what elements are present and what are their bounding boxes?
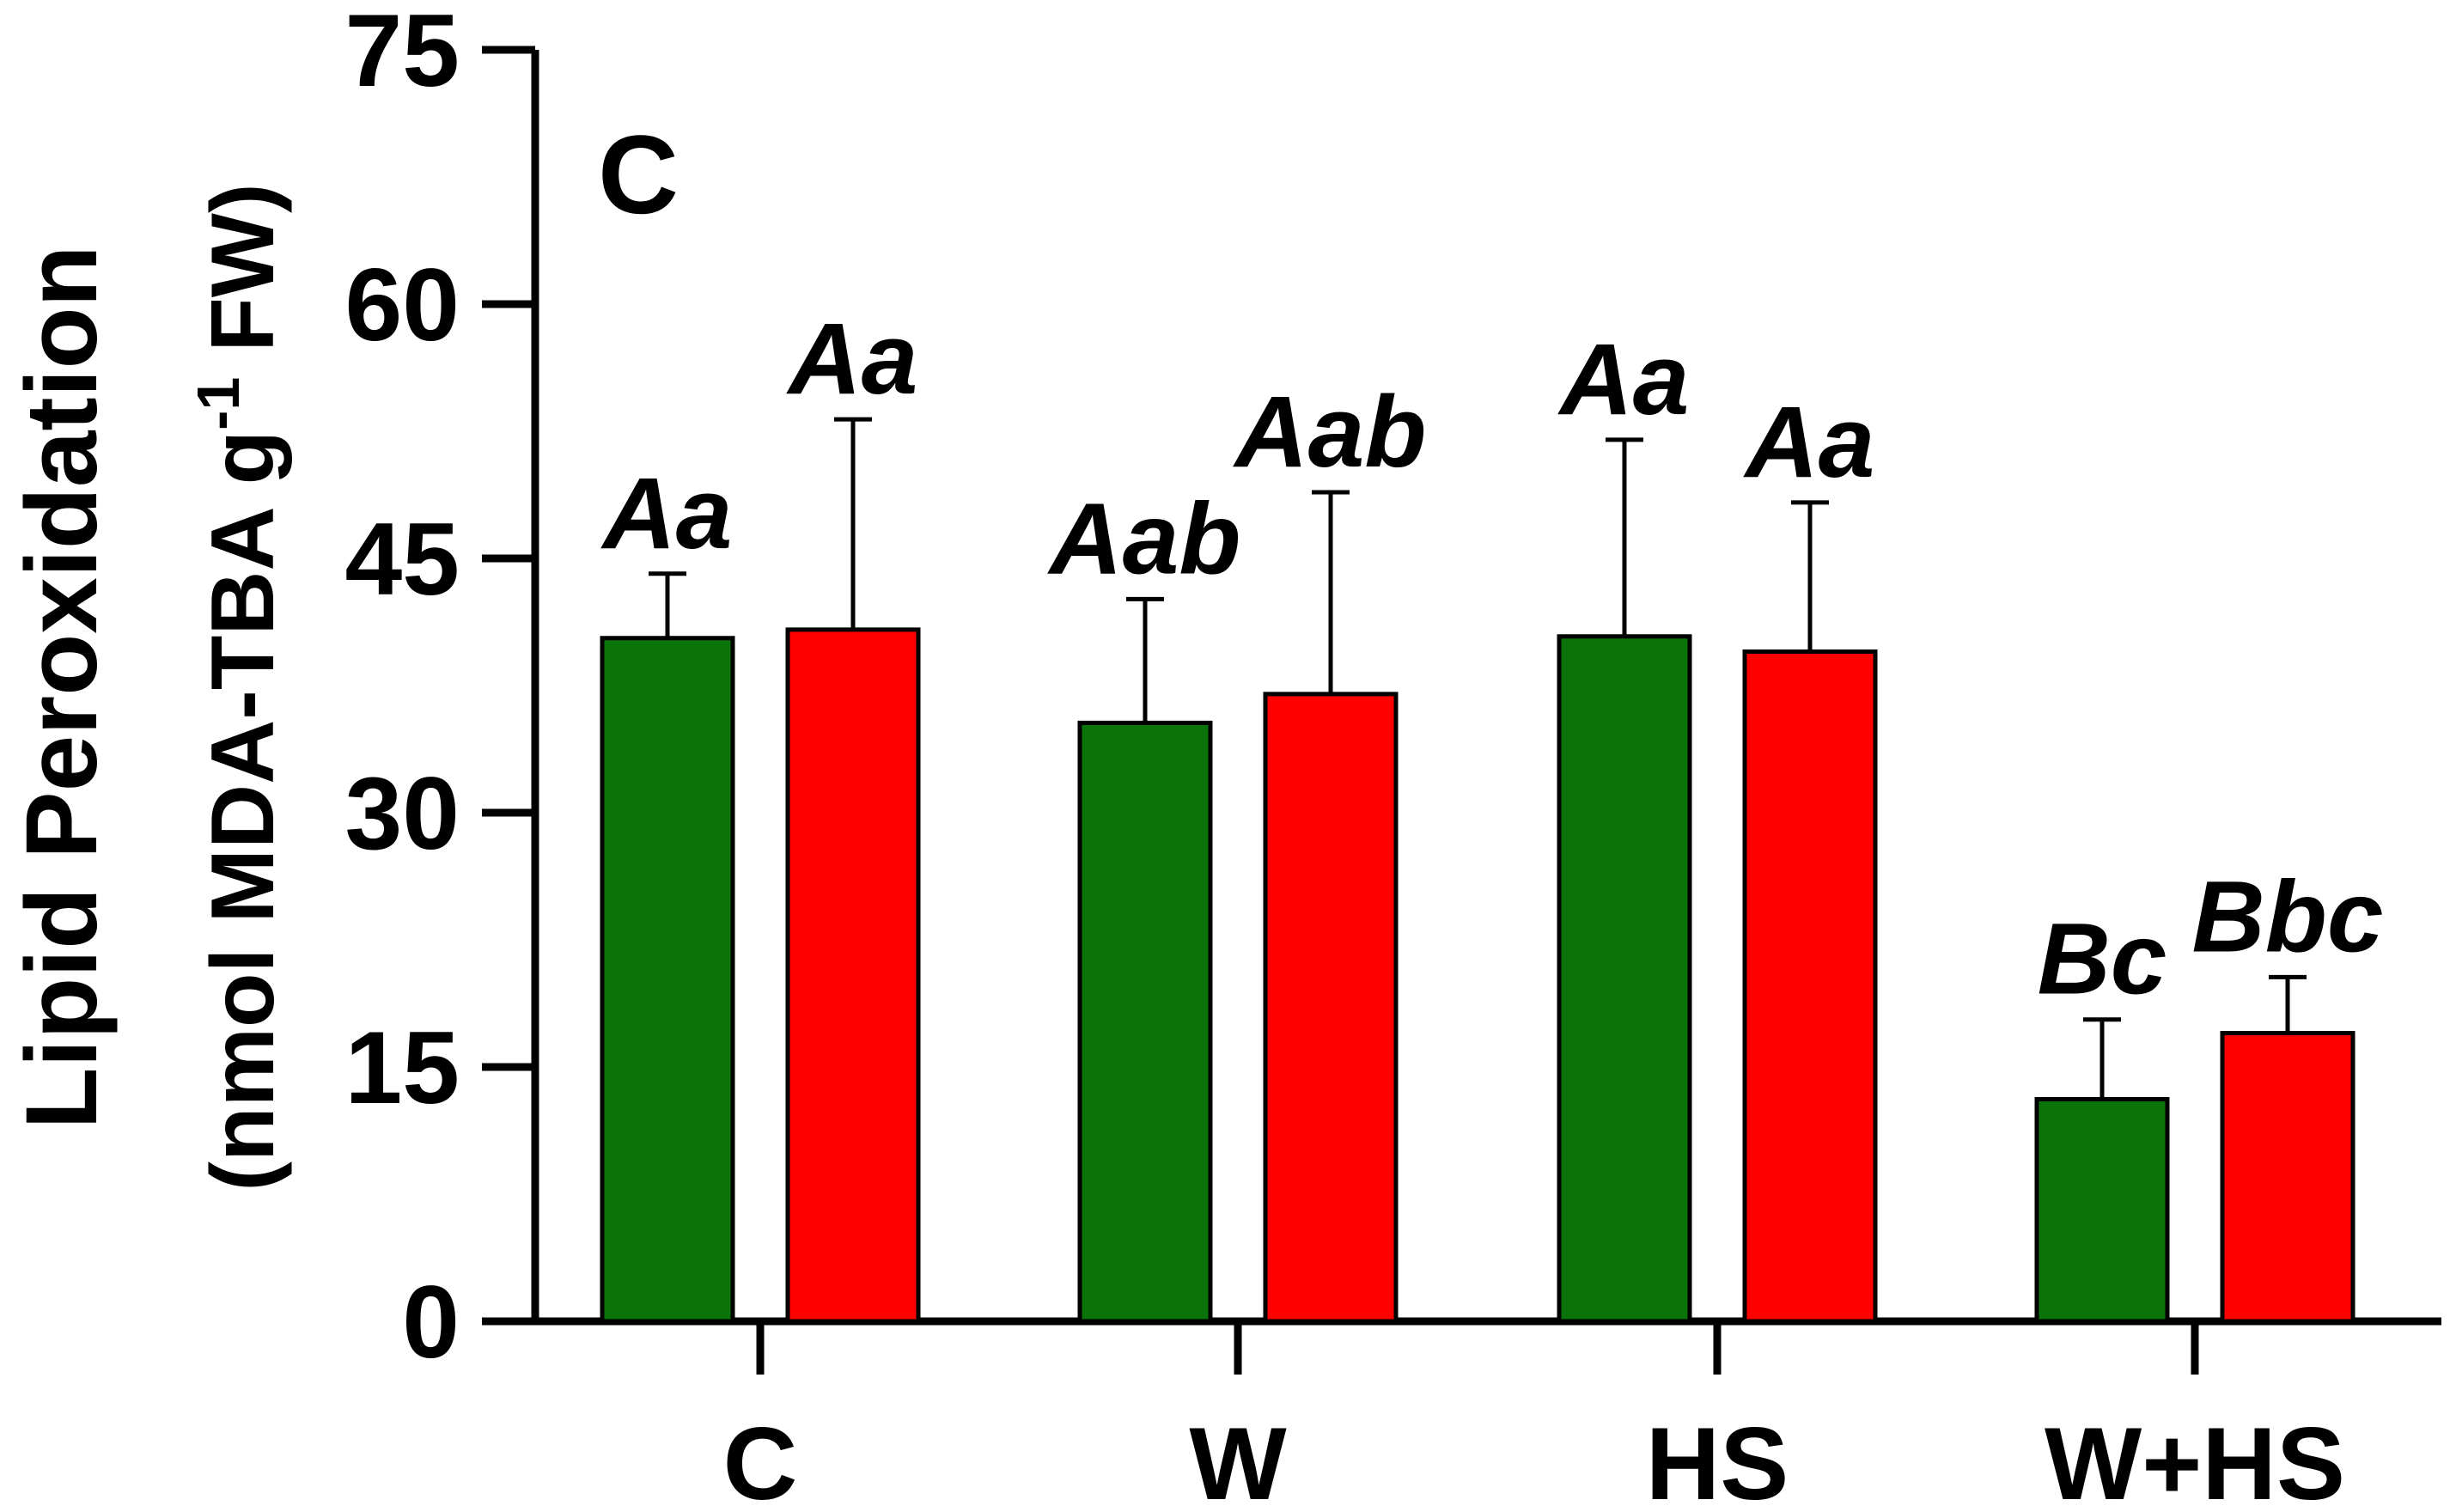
significance-label: Bc <box>2038 903 2167 1016</box>
significance-label: Aa <box>786 302 918 416</box>
x-tick-label: W+HS <box>2045 1406 2345 1512</box>
bar <box>2220 1031 2355 1324</box>
panel-label: C <box>598 112 679 237</box>
y-tick-label: 15 <box>345 1010 460 1125</box>
bar <box>1263 692 1399 1324</box>
y-axis-title: Lipid Peroxidation <box>5 245 119 1129</box>
significance-label: Aa <box>1557 323 1690 436</box>
y-tick-label: 60 <box>345 247 460 363</box>
significance-label: Aab <box>1233 375 1427 489</box>
bar <box>1557 634 1692 1324</box>
y-tick-label: 45 <box>345 502 460 617</box>
y-axis-label: Lipid Peroxidation (nmol MDA-TBA g-1 FW) <box>5 183 293 1191</box>
x-tick-label: W <box>1189 1406 1287 1512</box>
bar <box>2034 1096 2170 1324</box>
bar <box>1742 649 1878 1324</box>
y-tick-label: 75 <box>345 0 460 108</box>
x-tick-label: C <box>723 1406 798 1512</box>
y-axis-units-superscript: -1 <box>185 377 252 430</box>
bar <box>600 636 735 1324</box>
y-axis-units-main: (nmol MDA-TBA g <box>193 430 293 1192</box>
axes: 0 15 30 45 60 75 C W HS W+HS <box>345 0 2441 1512</box>
significance-label: Aa <box>600 457 733 570</box>
significance-label: Aa <box>1743 386 1875 499</box>
y-axis-units-end: FW) <box>193 183 293 376</box>
bar <box>1077 720 1213 1324</box>
y-axis-units: (nmol MDA-TBA g-1 FW) <box>185 183 293 1191</box>
y-tick-label: 0 <box>402 1265 460 1380</box>
bar <box>785 627 921 1324</box>
y-tick-label: 30 <box>345 756 460 871</box>
x-tick-label: HS <box>1646 1406 1789 1512</box>
significance-label: Aab <box>1047 482 1241 595</box>
significance-label: Bbc <box>2192 860 2384 973</box>
